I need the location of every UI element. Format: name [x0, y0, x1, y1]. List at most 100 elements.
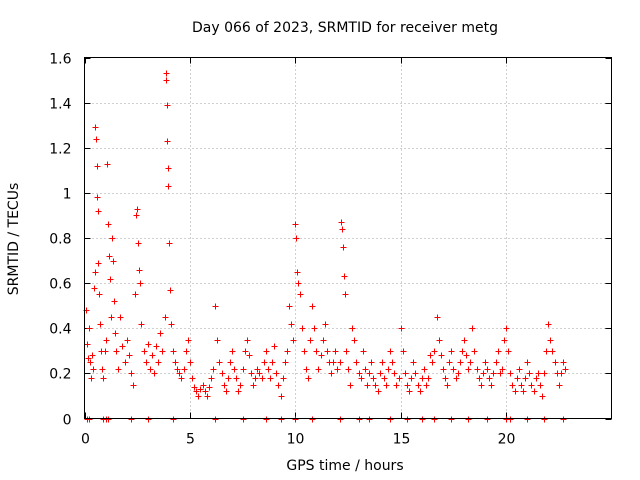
data-point: [541, 370, 548, 377]
data-point: [187, 359, 194, 366]
data-point: [446, 359, 453, 366]
data-point: [163, 70, 170, 77]
data-point: [436, 337, 443, 344]
data-point: [259, 375, 266, 382]
data-point: [195, 393, 202, 400]
data-point: [322, 321, 329, 328]
y-tick-label: 0.8: [49, 232, 71, 248]
data-point: [318, 352, 325, 359]
data-point: [183, 348, 190, 355]
data-point: [265, 366, 272, 373]
data-point: [254, 366, 261, 373]
data-point: [383, 382, 390, 389]
data-point: [339, 226, 346, 233]
data-point: [233, 375, 240, 382]
data-point: [92, 269, 99, 276]
data-point: [299, 325, 306, 332]
data-point: [419, 416, 426, 423]
data-point: [358, 375, 365, 382]
data-point: [396, 375, 403, 382]
data-point: [427, 352, 434, 359]
data-point: [267, 375, 274, 382]
data-point: [398, 325, 405, 332]
data-point: [440, 366, 447, 373]
data-point: [231, 366, 238, 373]
data-point: [293, 235, 300, 242]
data-point: [288, 321, 295, 328]
data-point: [474, 366, 481, 373]
y-tick-label: 0.2: [49, 367, 71, 383]
data-point: [275, 382, 282, 389]
data-point: [164, 102, 171, 109]
data-point: [97, 321, 104, 328]
data-point: [261, 359, 268, 366]
data-point: [248, 370, 255, 377]
data-point: [556, 382, 563, 389]
data-point: [88, 375, 95, 382]
data-point: [185, 337, 192, 344]
data-point: [560, 359, 567, 366]
data-point: [166, 240, 173, 247]
y-tick-label: 1.2: [49, 142, 71, 158]
data-point: [99, 366, 106, 373]
data-point: [342, 291, 349, 298]
data-point: [497, 370, 504, 377]
data-point: [100, 375, 107, 382]
y-tick-label: 0: [63, 413, 72, 429]
data-point: [341, 273, 348, 280]
data-point: [522, 375, 529, 382]
y-tick-label: 0.4: [49, 322, 71, 338]
data-point: [484, 416, 491, 423]
data-point: [202, 388, 209, 395]
data-point: [119, 343, 126, 350]
data-point: [106, 253, 113, 260]
data-point: [543, 348, 550, 355]
data-point: [170, 348, 177, 355]
data-point: [294, 269, 301, 276]
data-point: [389, 359, 396, 366]
data-point: [366, 370, 373, 377]
grid-lines: [84, 57, 612, 419]
data-point: [429, 359, 436, 366]
data-point: [210, 366, 217, 373]
data-point: [163, 77, 170, 84]
data-point: [343, 348, 350, 355]
data-point: [263, 348, 270, 355]
data-point: [95, 260, 102, 267]
data-point: [145, 341, 152, 348]
data-point: [292, 416, 299, 423]
data-point: [431, 416, 438, 423]
data-point: [221, 382, 228, 389]
data-point: [117, 314, 124, 321]
data-point: [507, 370, 514, 377]
data-point: [105, 221, 112, 228]
data-point: [126, 352, 133, 359]
data-point: [104, 161, 111, 168]
data-point: [151, 370, 158, 377]
data-point: [109, 235, 116, 242]
data-point: [448, 416, 455, 423]
data-point: [135, 240, 142, 247]
data-point: [408, 375, 415, 382]
data-point: [448, 348, 455, 355]
data-point: [212, 303, 219, 310]
data-point: [377, 370, 384, 377]
data-point: [366, 416, 373, 423]
data-point: [516, 366, 523, 373]
data-point: [111, 298, 118, 305]
data-point: [459, 348, 466, 355]
data-point: [558, 370, 565, 377]
data-point: [370, 375, 377, 382]
data-point: [507, 416, 514, 423]
data-point: [227, 359, 234, 366]
data-point: [92, 124, 99, 131]
x-tick-label: 10: [287, 432, 305, 448]
data-point: [404, 382, 411, 389]
data-points: [83, 70, 569, 423]
data-point: [107, 276, 114, 283]
data-point: [303, 366, 310, 373]
data-point: [290, 337, 297, 344]
x-tick-label: 0: [81, 432, 90, 448]
data-point: [178, 375, 185, 382]
